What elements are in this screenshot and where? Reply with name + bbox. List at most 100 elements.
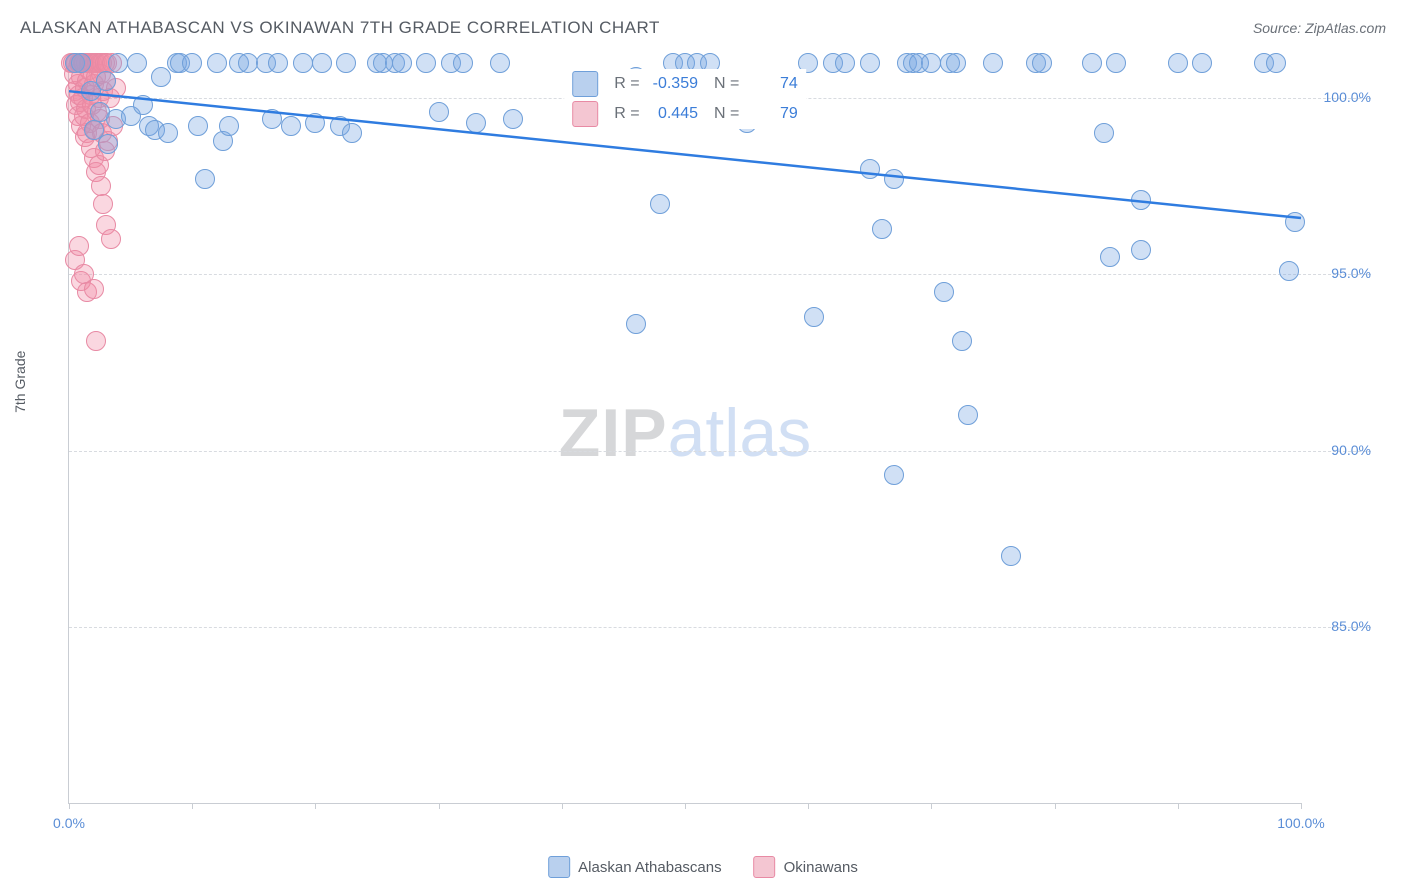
data-point-athabascan [934, 282, 954, 302]
data-point-athabascan [151, 67, 171, 87]
n-value: 79 [744, 105, 798, 123]
x-tick [931, 803, 932, 809]
x-tick [685, 803, 686, 809]
legend-label: Okinawans [784, 859, 858, 876]
data-point-athabascan [1100, 247, 1120, 267]
watermark: ZIPatlas [559, 394, 811, 472]
data-point-athabascan [872, 219, 892, 239]
x-tick-label: 0.0% [53, 815, 85, 831]
data-point-athabascan [342, 123, 362, 143]
x-tick [808, 803, 809, 809]
data-point-athabascan [268, 53, 288, 73]
n-label: N = [714, 75, 739, 92]
data-point-athabascan [127, 53, 147, 73]
data-point-athabascan [983, 53, 1003, 73]
r-label: R = [614, 105, 639, 122]
y-tick-label: 85.0% [1311, 618, 1371, 634]
data-point-athabascan [71, 53, 91, 73]
source-prefix: Source: [1253, 20, 1305, 36]
x-tick [315, 803, 316, 809]
data-point-athabascan [96, 71, 116, 91]
data-point-athabascan [1106, 53, 1126, 73]
data-point-athabascan [946, 53, 966, 73]
y-tick-label: 95.0% [1311, 265, 1371, 281]
data-point-athabascan [1131, 190, 1151, 210]
data-point-athabascan [1279, 261, 1299, 281]
data-point-athabascan [133, 95, 153, 115]
x-tick [562, 803, 563, 809]
chart-source: Source: ZipAtlas.com [1253, 20, 1386, 36]
data-point-athabascan [884, 465, 904, 485]
data-point-athabascan [626, 314, 646, 334]
gridline [69, 451, 1371, 452]
chart-area: 7th Grade ZIPatlas R = -0.359N = 74R = 0… [20, 55, 1386, 832]
data-point-athabascan [860, 159, 880, 179]
data-point-athabascan [503, 109, 523, 129]
data-point-athabascan [188, 116, 208, 136]
legend-swatch [754, 856, 776, 878]
y-axis-label: 7th Grade [12, 350, 28, 412]
data-point-athabascan [804, 307, 824, 327]
data-point-athabascan [453, 53, 473, 73]
x-tick [1055, 803, 1056, 809]
r-label: R = [614, 75, 639, 92]
source-link[interactable]: ZipAtlas.com [1305, 20, 1386, 36]
y-tick-label: 90.0% [1311, 442, 1371, 458]
data-point-athabascan [108, 53, 128, 73]
watermark-part1: ZIP [559, 395, 668, 471]
data-point-athabascan [1001, 546, 1021, 566]
chart-title: ALASKAN ATHABASCAN VS OKINAWAN 7TH GRADE… [20, 18, 660, 38]
data-point-athabascan [207, 53, 227, 73]
data-point-athabascan [884, 169, 904, 189]
data-point-okinawan [93, 194, 113, 214]
data-point-athabascan [650, 194, 670, 214]
x-tick [192, 803, 193, 809]
x-tick [439, 803, 440, 809]
legend-row: R = -0.359N = 74 [564, 69, 806, 99]
data-point-okinawan [86, 331, 106, 351]
data-point-athabascan [158, 123, 178, 143]
legend-swatch [548, 856, 570, 878]
data-point-okinawan [84, 279, 104, 299]
legend-swatch [572, 71, 598, 97]
data-point-athabascan [305, 113, 325, 133]
data-point-athabascan [921, 53, 941, 73]
data-point-athabascan [281, 116, 301, 136]
legend-label: Alaskan Athabascans [578, 859, 721, 876]
data-point-athabascan [466, 113, 486, 133]
correlation-legend: R = -0.359N = 74R = 0.445N = 79 [564, 69, 806, 129]
data-point-athabascan [182, 53, 202, 73]
data-point-athabascan [1131, 240, 1151, 260]
x-tick [1301, 803, 1302, 809]
legend-item: Alaskan Athabascans [548, 856, 721, 878]
legend-row: R = 0.445 N = 79 [564, 99, 806, 129]
data-point-athabascan [490, 53, 510, 73]
x-tick [1178, 803, 1179, 809]
data-point-athabascan [262, 109, 282, 129]
data-point-athabascan [98, 134, 118, 154]
data-point-athabascan [293, 53, 313, 73]
watermark-part2: atlas [668, 395, 812, 471]
n-label: N = [714, 105, 739, 122]
legend-item: Okinawans [754, 856, 858, 878]
data-point-athabascan [416, 53, 436, 73]
data-point-athabascan [958, 405, 978, 425]
data-point-athabascan [1082, 53, 1102, 73]
data-point-athabascan [1032, 53, 1052, 73]
trend-line [69, 63, 1301, 803]
y-tick-label: 100.0% [1311, 89, 1371, 105]
data-point-athabascan [1192, 53, 1212, 73]
data-point-athabascan [429, 102, 449, 122]
x-tick-label: 100.0% [1277, 815, 1324, 831]
data-point-athabascan [238, 53, 258, 73]
data-point-athabascan [1094, 123, 1114, 143]
data-point-athabascan [219, 116, 239, 136]
r-value: 0.445 [644, 105, 698, 123]
data-point-okinawan [101, 229, 121, 249]
data-point-athabascan [1266, 53, 1286, 73]
gridline [69, 627, 1371, 628]
data-point-athabascan [1285, 212, 1305, 232]
n-value: 74 [744, 75, 798, 93]
data-point-athabascan [952, 331, 972, 351]
plot-region: ZIPatlas R = -0.359N = 74R = 0.445N = 79… [68, 63, 1301, 804]
